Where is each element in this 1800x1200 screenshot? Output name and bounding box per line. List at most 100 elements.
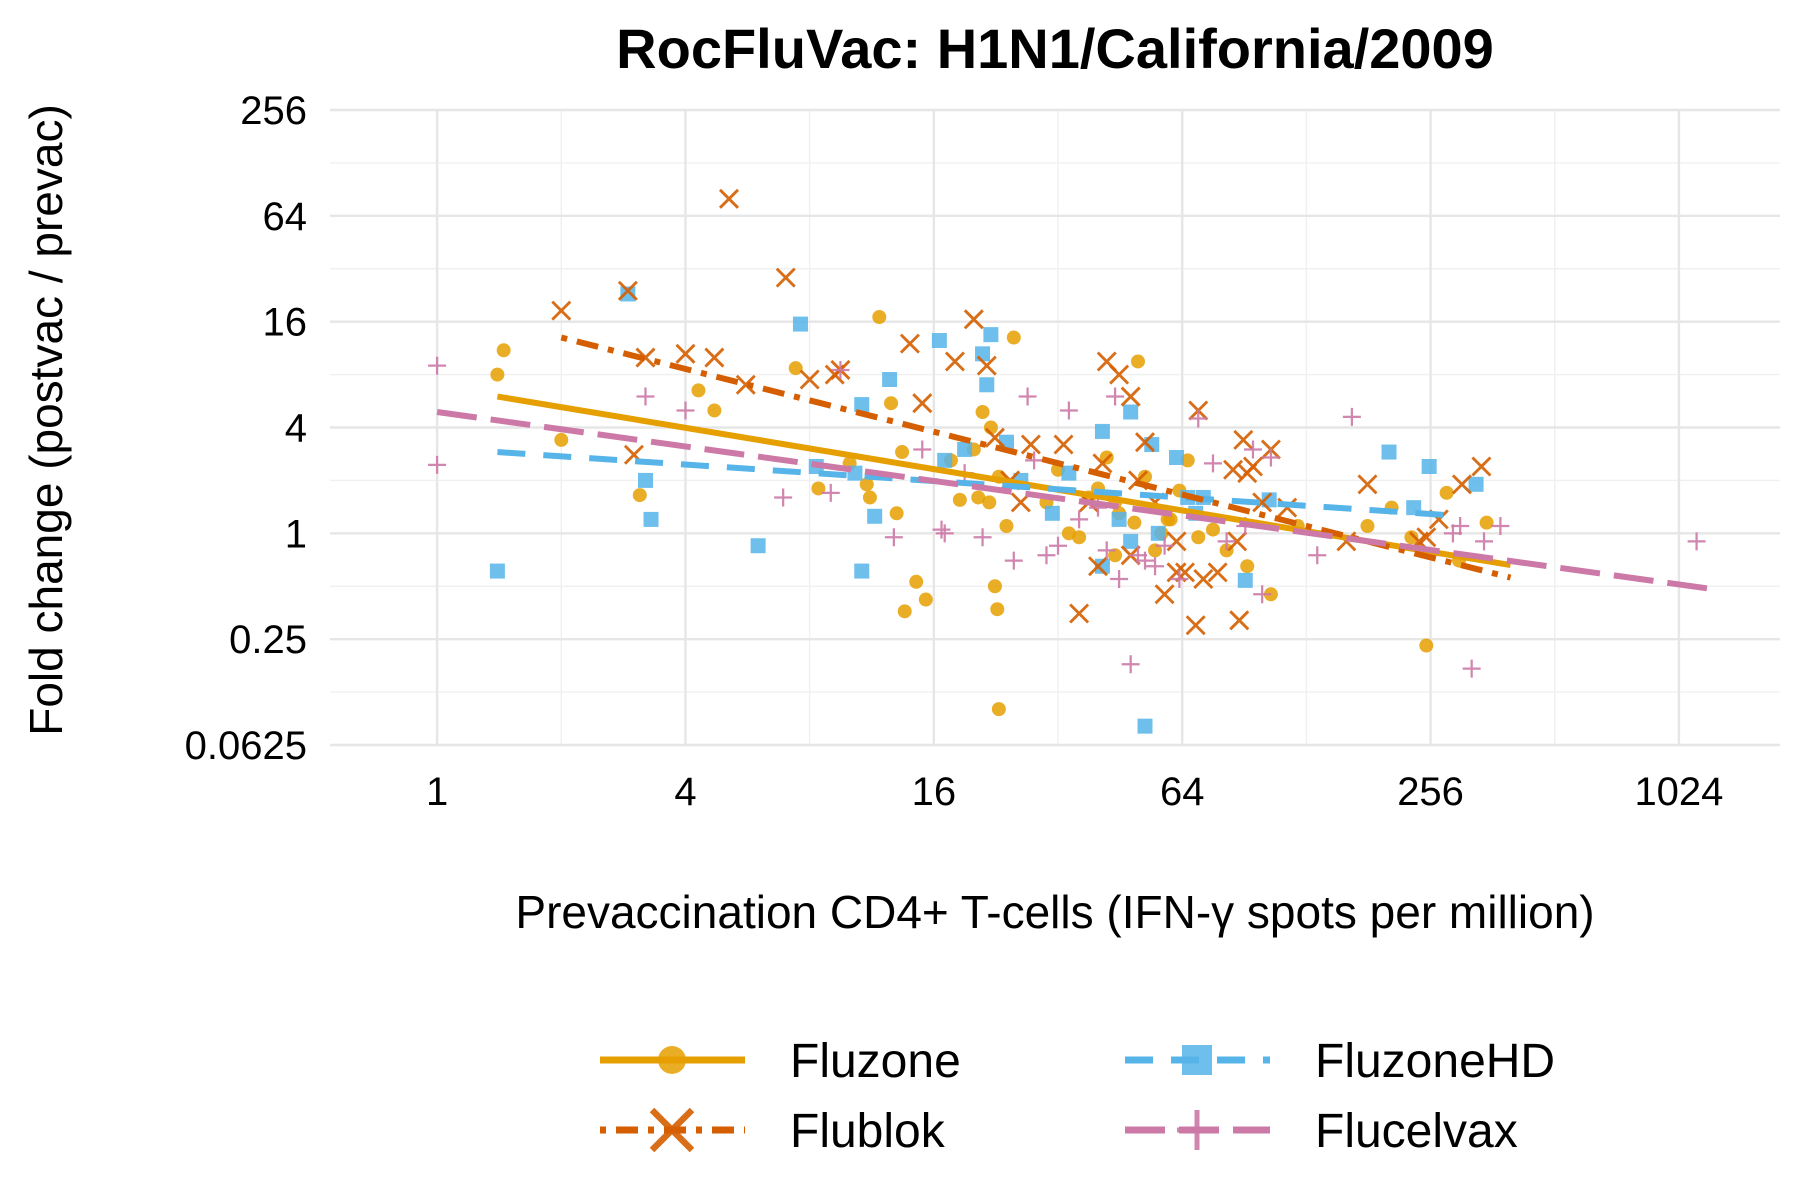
legend-item-flublok: Flublok	[600, 1105, 946, 1158]
y-tick-label: 0.25	[229, 618, 307, 662]
data-point	[831, 360, 850, 379]
data-point	[1252, 492, 1273, 513]
data-point	[1120, 386, 1141, 407]
data-point	[932, 520, 951, 539]
data-point	[872, 310, 887, 325]
data-point	[1462, 659, 1481, 678]
data-point	[1451, 474, 1472, 495]
data-point	[1136, 551, 1155, 570]
data-point	[1069, 603, 1090, 624]
data-point	[551, 300, 572, 321]
data-point	[1123, 533, 1139, 549]
data-point	[735, 374, 756, 395]
data-point	[490, 367, 505, 382]
data-point	[895, 445, 910, 460]
data-point	[1059, 401, 1078, 420]
data-point	[1094, 423, 1110, 439]
data-point	[979, 377, 995, 393]
data-point	[1044, 505, 1060, 521]
data-point	[1121, 655, 1140, 674]
data-point	[897, 604, 912, 619]
data-point	[1419, 638, 1434, 653]
data-point	[913, 440, 932, 459]
data-point	[1342, 407, 1361, 426]
y-tick-label: 64	[263, 195, 308, 239]
y-tick-label: 0.0625	[185, 724, 307, 768]
y-tick-label: 256	[240, 89, 307, 133]
data-point	[1018, 387, 1037, 406]
data-point	[489, 563, 505, 579]
data-point	[1137, 718, 1153, 734]
data-point	[889, 506, 904, 521]
legend: Fluzone FluzoneHD Flublok Flucelvax	[600, 1035, 1555, 1158]
data-point	[1180, 453, 1195, 468]
data-point	[918, 592, 933, 607]
data-point	[1491, 517, 1510, 536]
data-point	[1166, 531, 1187, 552]
data-point	[1237, 463, 1258, 484]
data-point	[882, 372, 898, 388]
data-point	[909, 574, 924, 589]
legend-label: FluzoneHD	[1315, 1035, 1555, 1088]
data-point	[1475, 532, 1494, 551]
data-point	[496, 343, 511, 358]
x-tick-label: 1	[426, 770, 448, 814]
data-point	[973, 528, 992, 547]
data-point	[999, 519, 1014, 534]
data-point	[1170, 569, 1189, 588]
data-point	[1072, 530, 1087, 545]
data-points	[428, 188, 1706, 734]
data-point	[982, 495, 997, 510]
data-point	[983, 327, 999, 343]
data-point	[975, 405, 990, 420]
data-point	[957, 441, 973, 457]
data-point	[428, 455, 447, 474]
data-point	[691, 383, 706, 398]
data-point	[637, 472, 653, 488]
data-point	[1468, 476, 1484, 492]
data-point	[952, 492, 967, 507]
data-point	[1097, 541, 1116, 560]
data-point	[1094, 558, 1110, 574]
x-tick-label: 1024	[1634, 770, 1723, 814]
data-point	[1479, 515, 1494, 530]
data-point	[1243, 440, 1262, 459]
data-point	[1110, 569, 1129, 588]
data-point	[1451, 517, 1470, 536]
legend-marker-swatch	[1177, 1110, 1217, 1150]
data-point	[676, 401, 695, 420]
data-point	[1253, 585, 1272, 604]
data-point	[799, 369, 820, 390]
legend-item-fluzone: Fluzone	[600, 1035, 961, 1088]
data-point	[1127, 515, 1142, 530]
data-point	[1146, 557, 1165, 576]
data-point	[643, 511, 659, 527]
data-point	[984, 427, 1005, 448]
x-tick-label: 4	[674, 770, 696, 814]
data-point	[963, 309, 984, 330]
data-point	[1123, 404, 1139, 420]
y-tick-label: 16	[263, 301, 308, 345]
data-point	[937, 452, 953, 468]
data-point	[1020, 434, 1041, 455]
data-point	[990, 602, 1005, 617]
data-point	[899, 333, 920, 354]
data-point	[675, 343, 696, 364]
data-point	[1404, 530, 1419, 545]
data-point	[1006, 330, 1021, 345]
data-point	[1229, 610, 1250, 631]
data-point	[854, 563, 870, 579]
x-tick-label: 256	[1397, 770, 1464, 814]
data-point	[750, 538, 766, 554]
legend-marker-swatch	[1182, 1045, 1212, 1075]
y-axis-label: Fold change (postvac / prevac)	[20, 104, 72, 736]
data-point	[944, 351, 965, 372]
data-point	[1109, 364, 1130, 385]
x-tick-label: 16	[912, 770, 957, 814]
data-point	[1205, 522, 1220, 537]
data-point	[775, 267, 796, 288]
data-point	[1106, 387, 1125, 406]
data-point	[1108, 548, 1123, 563]
legend-label: Fluzone	[790, 1035, 961, 1088]
data-point	[636, 387, 655, 406]
